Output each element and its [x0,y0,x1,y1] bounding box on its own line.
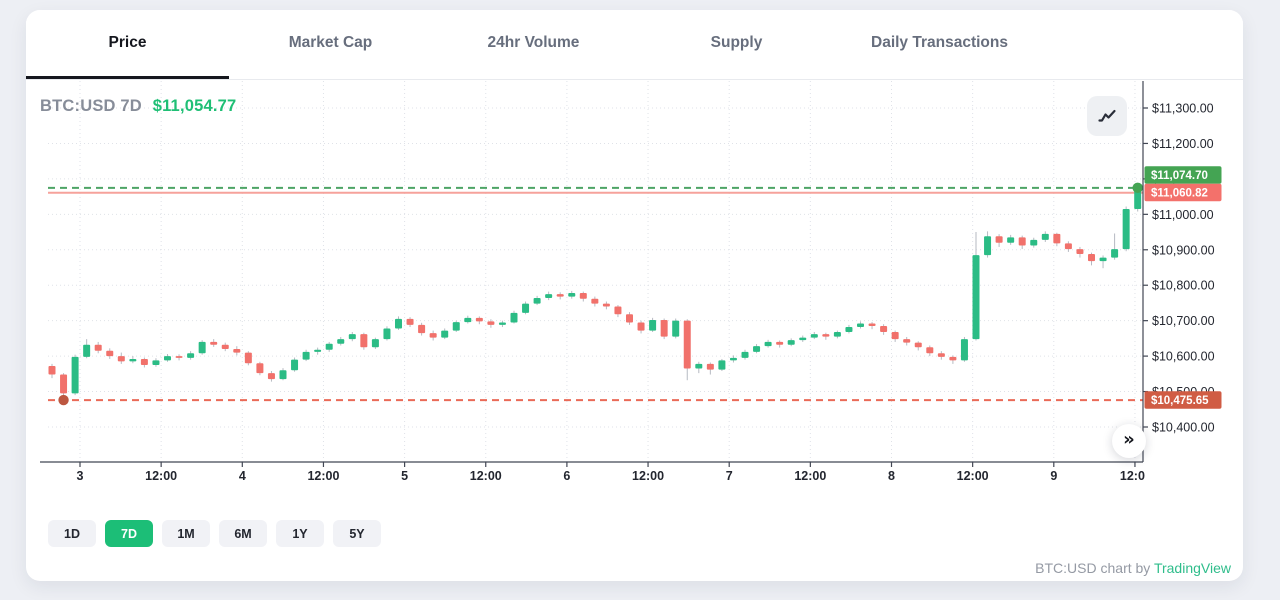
price-lines [48,186,1143,402]
tab-24hr-volume-label: 24hr Volume [487,34,580,51]
svg-text:$10,900.00: $10,900.00 [1152,243,1215,257]
tradingview-link[interactable]: TradingView [1153,560,1231,576]
range-selector: 1D 7D 1M 6M 1Y 5Y [48,520,381,547]
tab-bar: Price Market Cap 24hr Volume Supply Dail… [26,10,1243,80]
tab-price-label: Price [108,34,147,51]
svg-text:$11,300.00: $11,300.00 [1152,102,1214,116]
svg-text:12:00: 12:00 [957,469,989,483]
tab-supply-label: Supply [710,34,763,51]
svg-text:12:00: 12:00 [632,469,664,483]
current-price-label: $11,054.77 [152,97,237,115]
price-badge: $11,060.82 [1144,183,1222,202]
symbol-period-label: BTC:USD 7D [40,97,142,115]
tab-daily-transactions-label: Daily Transactions [871,34,1008,51]
svg-text:$10,400.00: $10,400.00 [1152,421,1215,435]
chart-axes [40,81,1148,467]
price-chart-canvas[interactable]: $11,300.00$11,200.00$11,100.00$11,000.00… [26,10,1243,581]
range-button-6m[interactable]: 6M [219,520,267,547]
tab-24hr-volume[interactable]: 24hr Volume [432,10,635,79]
svg-text:$11,000.00: $11,000.00 [1152,208,1214,222]
y-axis-labels: $11,300.00$11,200.00$11,100.00$11,000.00… [1152,102,1215,435]
x-axis-labels: 3 12:00 4 12:00 5 12:00 6 12:00 7 12:00 8 12:00 9 12:… [77,469,1145,483]
price-badge: $10,475.65 [1144,391,1222,409]
chart-type-button[interactable] [1087,96,1127,136]
svg-text:7: 7 [726,469,733,483]
tab-daily-transactions[interactable]: Daily Transactions [838,10,1041,79]
svg-text:$10,475.65: $10,475.65 [1151,395,1209,407]
range-button-1y[interactable]: 1Y [276,520,324,547]
tab-supply[interactable]: Supply [635,10,838,79]
svg-text:12:00: 12:00 [145,469,177,483]
line-chart-icon [1098,109,1116,122]
candlestick-series [48,184,1142,401]
svg-text:4: 4 [239,469,246,483]
tab-price[interactable]: Price [26,10,229,79]
chevron-double-right-icon: » [1123,429,1135,450]
attribution: BTC:USD chart by TradingView [1035,560,1231,576]
svg-text:6: 6 [563,469,570,483]
current-price-dot [1132,182,1143,194]
svg-text:12:00: 12:00 [794,469,826,483]
svg-text:5: 5 [401,469,408,483]
tab-market-cap[interactable]: Market Cap [229,10,432,79]
tab-market-cap-label: Market Cap [288,34,373,51]
range-button-1d[interactable]: 1D [48,520,96,547]
svg-text:12:00: 12:00 [307,469,339,483]
period-low-dot [58,394,69,406]
svg-text:$10,600.00: $10,600.00 [1152,350,1215,364]
svg-text:12:00: 12:00 [470,469,502,483]
chart-grid [48,81,1143,462]
chart-markers [58,182,1143,406]
svg-text:12:0: 12:0 [1120,469,1145,483]
svg-text:3: 3 [77,469,84,483]
scroll-forward-button[interactable]: » [1112,424,1146,458]
svg-text:$10,800.00: $10,800.00 [1152,279,1215,293]
svg-text:$11,200.00: $11,200.00 [1152,137,1214,151]
attribution-text: BTC:USD chart by [1035,560,1154,576]
price-badges: $11,074.70 $11,060.82 $10,475.65 [1144,166,1222,409]
chart-card: $11,300.00$11,200.00$11,100.00$11,000.00… [26,10,1243,581]
price-badge: $11,074.70 [1144,166,1222,184]
svg-text:8: 8 [888,469,895,483]
range-button-1m[interactable]: 1M [162,520,210,547]
chart-header: BTC:USD 7D $11,054.77 [40,97,236,116]
svg-text:$11,074.70: $11,074.70 [1151,170,1208,182]
range-button-7d[interactable]: 7D [105,520,153,547]
svg-text:$11,060.82: $11,060.82 [1151,188,1208,200]
svg-text:9: 9 [1050,469,1057,483]
range-button-5y[interactable]: 5Y [333,520,381,547]
svg-text:$10,700.00: $10,700.00 [1152,314,1215,328]
